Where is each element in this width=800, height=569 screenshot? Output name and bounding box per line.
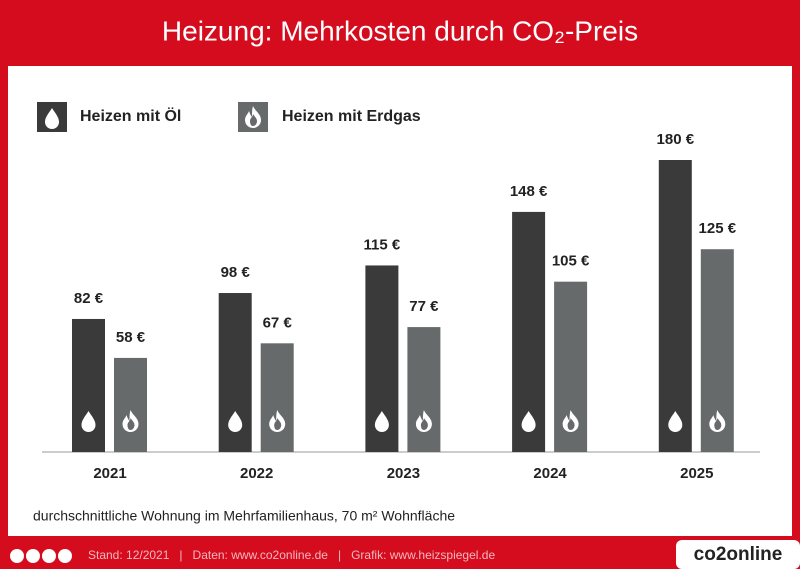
value-label: 98 €	[221, 264, 251, 281]
value-label: 115 €	[364, 236, 401, 253]
x-tick-label: 2022	[240, 465, 273, 482]
bar	[72, 318, 105, 452]
cc-icons	[10, 549, 72, 563]
x-tick-label: 2023	[387, 465, 420, 482]
legend: Heizen mit Öl Heizen mit Erdgas	[37, 102, 421, 132]
x-tick-label: 2025	[680, 465, 713, 482]
bar	[658, 160, 692, 452]
legend-label: Heizen mit Erdgas	[282, 108, 421, 125]
bar	[407, 327, 441, 452]
value-label: 180 €	[657, 131, 695, 148]
chart-title: Heizung: Mehrkosten durch CO₂-Preis	[162, 15, 638, 46]
bar	[260, 343, 294, 452]
brand: co2online	[694, 544, 783, 565]
value-label: 77 €	[409, 298, 439, 315]
legend-label: Heizen mit Öl	[80, 106, 181, 125]
value-label: 105 €	[552, 253, 590, 270]
footer: Stand: 12/2021 | Daten: www.co2online.de…	[88, 548, 495, 562]
x-tick-label: 2021	[93, 465, 126, 482]
brand-tab	[676, 540, 800, 569]
bar	[700, 249, 734, 452]
bar	[114, 357, 147, 452]
value-label: 125 €	[699, 220, 737, 237]
x-tick-label: 2024	[533, 465, 567, 482]
bar	[554, 281, 588, 452]
value-label: 67 €	[263, 314, 293, 331]
value-label: 82 €	[74, 290, 104, 307]
note: durchschnittliche Wohnung im Mehrfamilie…	[33, 508, 455, 524]
value-label: 58 €	[116, 329, 146, 346]
value-label: 148 €	[510, 183, 548, 200]
